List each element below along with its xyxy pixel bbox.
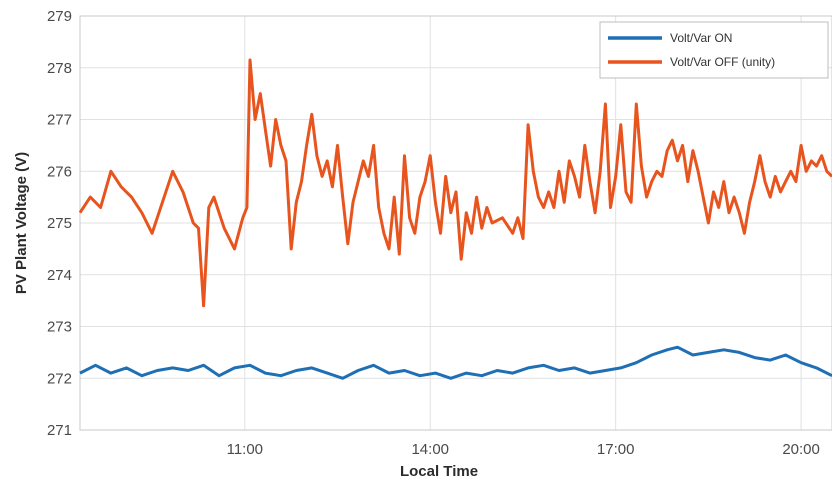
y-axis-title: PV Plant Voltage (V)	[13, 152, 30, 294]
tick-labels: 271 272 273 274 275 276 277 278 279 11:00 14:00 17:…	[47, 8, 820, 458]
series-line-volt-var-on	[79, 345, 832, 380]
legend-box	[599, 21, 829, 79]
y-tick-label: 274	[47, 267, 72, 284]
y-tick-label: 276	[47, 163, 72, 180]
legend-label-volt-var-on: Volt/Var ON	[670, 31, 732, 45]
plot-area-frame	[79, 15, 832, 431]
x-tick-label: 20:00	[782, 441, 820, 458]
y-tick-label: 273	[47, 319, 72, 336]
x-tick-label: 11:00	[227, 441, 263, 458]
series-layer	[78, 58, 832, 380]
x-tick-label: 17:00	[597, 441, 635, 458]
y-tick-label: 279	[47, 8, 72, 25]
x-axis-title: Local Time	[400, 463, 478, 480]
y-tick-label: 277	[47, 112, 72, 129]
legend-label-volt-var-off: Volt/Var OFF (unity)	[670, 55, 775, 69]
x-tick-label: 14:00	[411, 441, 449, 458]
y-tick-label: 275	[47, 215, 72, 232]
series-line-volt-var-off	[78, 58, 832, 308]
y-tick-label: 278	[47, 60, 72, 77]
legend: Volt/Var ON Volt/Var OFF (unity)	[599, 21, 829, 79]
y-tick-label: 271	[47, 422, 72, 439]
y-tick-label: 272	[47, 370, 72, 387]
